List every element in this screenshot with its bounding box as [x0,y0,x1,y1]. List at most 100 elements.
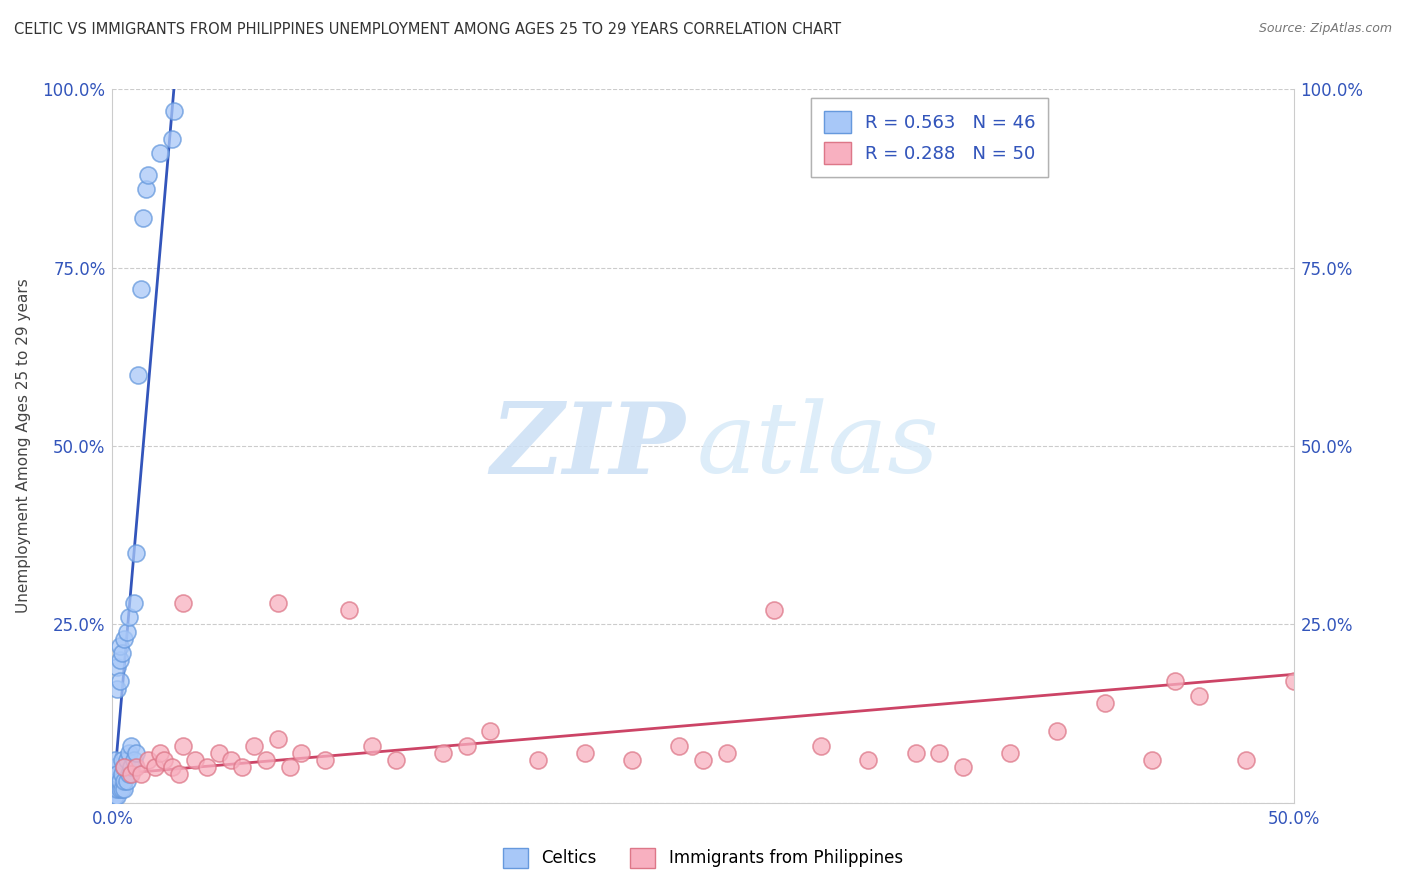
Point [129,282,152,296]
Point [160,132,183,146]
Point [111,646,134,660]
Point [122,596,145,610]
Point [105,789,128,803]
Point [108,774,131,789]
Point [526,753,548,767]
Point [118,610,141,624]
Text: atlas: atlas [697,399,939,493]
Point [278,760,301,774]
Point [195,760,218,774]
Point [104,753,127,767]
Point [716,746,738,760]
Point [167,767,190,781]
Point [105,660,128,674]
Point [314,753,336,767]
Point [163,103,186,118]
Point [108,639,131,653]
Point [112,774,135,789]
Legend: R = 0.563   N = 46, R = 0.288   N = 50: R = 0.563 N = 46, R = 0.288 N = 50 [811,98,1049,177]
Point [456,739,478,753]
Point [432,746,454,760]
Point [118,746,141,760]
Point [149,746,172,760]
Point [125,760,148,774]
Point [172,739,194,753]
Point [104,760,127,774]
Point [111,767,134,781]
Point [115,753,138,767]
Point [108,674,131,689]
Point [858,753,880,767]
Point [105,767,128,781]
Point [1188,689,1211,703]
Point [762,603,785,617]
Point [952,760,974,774]
Point [231,760,253,774]
Point [149,146,172,161]
Point [135,182,157,196]
Point [108,653,131,667]
Point [998,746,1021,760]
Point [267,731,290,746]
Legend: Celtics, Immigrants from Philippines: Celtics, Immigrants from Philippines [496,841,910,875]
Point [928,746,950,760]
Point [111,753,134,767]
Point [290,746,312,760]
Point [112,760,135,774]
Point [143,760,166,774]
Point [104,774,127,789]
Point [120,760,142,774]
Point [1164,674,1187,689]
Point [904,746,927,760]
Point [1094,696,1116,710]
Point [104,781,127,796]
Point [120,739,142,753]
Point [104,767,127,781]
Point [267,596,290,610]
Point [219,753,242,767]
Point [1140,753,1163,767]
Point [810,739,832,753]
Point [105,681,128,696]
Point [479,724,502,739]
Point [136,753,159,767]
Point [112,781,135,796]
Point [122,753,145,767]
Point [254,753,277,767]
Point [621,753,644,767]
Point [172,596,194,610]
Point [668,739,690,753]
Point [208,746,231,760]
Text: ZIP: ZIP [491,398,685,494]
Point [105,781,128,796]
Point [160,760,183,774]
Point [105,774,128,789]
Y-axis label: Unemployment Among Ages 25 to 29 years: Unemployment Among Ages 25 to 29 years [17,278,31,614]
Point [361,739,384,753]
Point [1234,753,1257,767]
Text: CELTIC VS IMMIGRANTS FROM PHILIPPINES UNEMPLOYMENT AMONG AGES 25 TO 29 YEARS COR: CELTIC VS IMMIGRANTS FROM PHILIPPINES UN… [14,22,841,37]
Point [125,546,148,560]
Point [127,368,149,382]
Point [120,767,142,781]
Point [108,781,131,796]
Point [118,767,141,781]
Point [136,168,159,182]
Point [132,211,155,225]
Point [129,767,152,781]
Point [112,632,135,646]
Point [111,781,134,796]
Point [153,753,176,767]
Point [1282,674,1305,689]
Point [1046,724,1069,739]
Point [104,789,127,803]
Point [184,753,207,767]
Point [112,760,135,774]
Point [574,746,596,760]
Point [125,746,148,760]
Text: Source: ZipAtlas.com: Source: ZipAtlas.com [1258,22,1392,36]
Point [115,624,138,639]
Point [385,753,408,767]
Point [115,774,138,789]
Point [337,603,360,617]
